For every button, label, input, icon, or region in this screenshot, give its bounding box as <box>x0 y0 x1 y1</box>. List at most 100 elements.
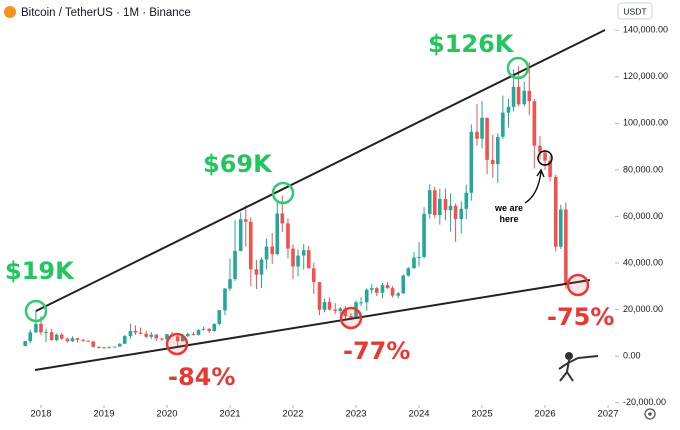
candle-body <box>506 106 511 113</box>
candle-body <box>180 336 185 342</box>
bottom-circle <box>165 332 189 356</box>
x-tick-label: 2022 <box>282 409 303 420</box>
candle-body <box>280 213 285 224</box>
candle-body <box>459 208 464 220</box>
candle-body <box>49 332 54 341</box>
candle-body <box>59 334 64 339</box>
bottom-circle <box>566 273 590 297</box>
x-tick-label: 2023 <box>345 409 366 420</box>
settings-icon[interactable] <box>648 412 652 416</box>
candle-body <box>291 248 295 267</box>
y-tick-label: 20,000.00 <box>623 304 663 314</box>
candle-body <box>527 90 532 102</box>
candle-body <box>390 288 395 296</box>
candle-body <box>532 101 537 146</box>
candle-body <box>91 341 96 347</box>
current-circle <box>537 150 553 166</box>
candle-body <box>259 259 264 275</box>
candle-body <box>490 159 495 165</box>
candle-body <box>217 310 222 324</box>
candle-body <box>333 309 338 311</box>
candle-body <box>196 329 201 335</box>
annotation: $126K <box>428 30 515 58</box>
candle-body <box>396 293 401 296</box>
x-tick-label: 2027 <box>597 409 618 420</box>
candle-body <box>475 131 479 139</box>
candle-body <box>243 219 248 222</box>
candle-body <box>207 328 212 331</box>
candle-body <box>349 316 353 318</box>
candle-body <box>286 223 290 249</box>
candle-body <box>39 323 43 333</box>
annotation: $19K <box>5 257 75 285</box>
candle-body <box>511 86 516 107</box>
x-tick-label: 2026 <box>534 409 555 420</box>
candle-body <box>559 209 563 247</box>
candle-body <box>65 338 70 342</box>
y-tick-label: 60,000.00 <box>623 211 663 221</box>
candle-body <box>417 256 421 258</box>
candle-body <box>359 302 363 304</box>
candle-body <box>327 301 332 310</box>
candle-body <box>422 213 426 257</box>
candle-body <box>469 131 474 193</box>
candle-body <box>228 279 232 289</box>
currency-label[interactable]: USDT <box>623 6 646 16</box>
candle-body <box>364 289 369 303</box>
upper-trendline <box>35 29 606 312</box>
peak-circle <box>271 181 295 205</box>
y-tick-label: 0.00 <box>623 350 641 360</box>
arrow-head <box>536 168 545 178</box>
annotation: -75% <box>547 303 614 331</box>
peak-circle <box>506 56 530 80</box>
chart-title: Bitcoin / TetherUS · 1M · Binance <box>21 7 191 19</box>
candle-body <box>375 288 379 293</box>
candle-body <box>538 145 542 153</box>
candle-body <box>516 86 521 105</box>
y-tick-label: 80,000.00 <box>623 164 663 174</box>
arrow <box>524 171 542 204</box>
candle-body <box>485 117 489 160</box>
candle-body <box>212 324 217 331</box>
candle-body <box>317 282 322 310</box>
candle-body <box>44 332 48 334</box>
candle-body <box>112 346 117 348</box>
candle-body <box>338 308 343 311</box>
annotation: -77% <box>343 337 410 365</box>
x-tick-label: 2019 <box>93 409 114 420</box>
peak-circle <box>24 299 48 323</box>
candle-body <box>23 341 28 347</box>
x-tick-label: 2018 <box>30 409 51 420</box>
candle-body <box>296 255 300 267</box>
candle-body <box>401 275 406 294</box>
candle-body <box>34 323 38 333</box>
candle-body <box>380 285 385 293</box>
candle-body <box>412 257 416 269</box>
candle-body <box>185 334 190 337</box>
candle-body <box>102 347 106 349</box>
candle-body <box>248 221 253 270</box>
candle-body <box>448 205 453 211</box>
candle-body <box>254 269 259 275</box>
candle-body <box>464 192 469 209</box>
candle-body <box>501 112 505 137</box>
candle-body <box>432 190 437 216</box>
settings-icon[interactable] <box>644 408 656 420</box>
bottom-circle <box>339 306 363 330</box>
candle-body <box>133 330 138 333</box>
lower-trendline <box>34 279 591 371</box>
candle-body <box>144 333 148 337</box>
candle-body <box>122 336 127 344</box>
candle-body <box>443 199 448 211</box>
candle-body <box>128 330 133 337</box>
settings-icon[interactable] <box>644 408 656 420</box>
candle-body <box>54 334 59 341</box>
candle-body <box>522 90 527 105</box>
candle-body <box>301 250 306 256</box>
candle-body <box>312 268 316 283</box>
candle-body <box>238 219 243 251</box>
annotation: $69K <box>203 150 273 178</box>
currency-box[interactable] <box>617 2 653 20</box>
